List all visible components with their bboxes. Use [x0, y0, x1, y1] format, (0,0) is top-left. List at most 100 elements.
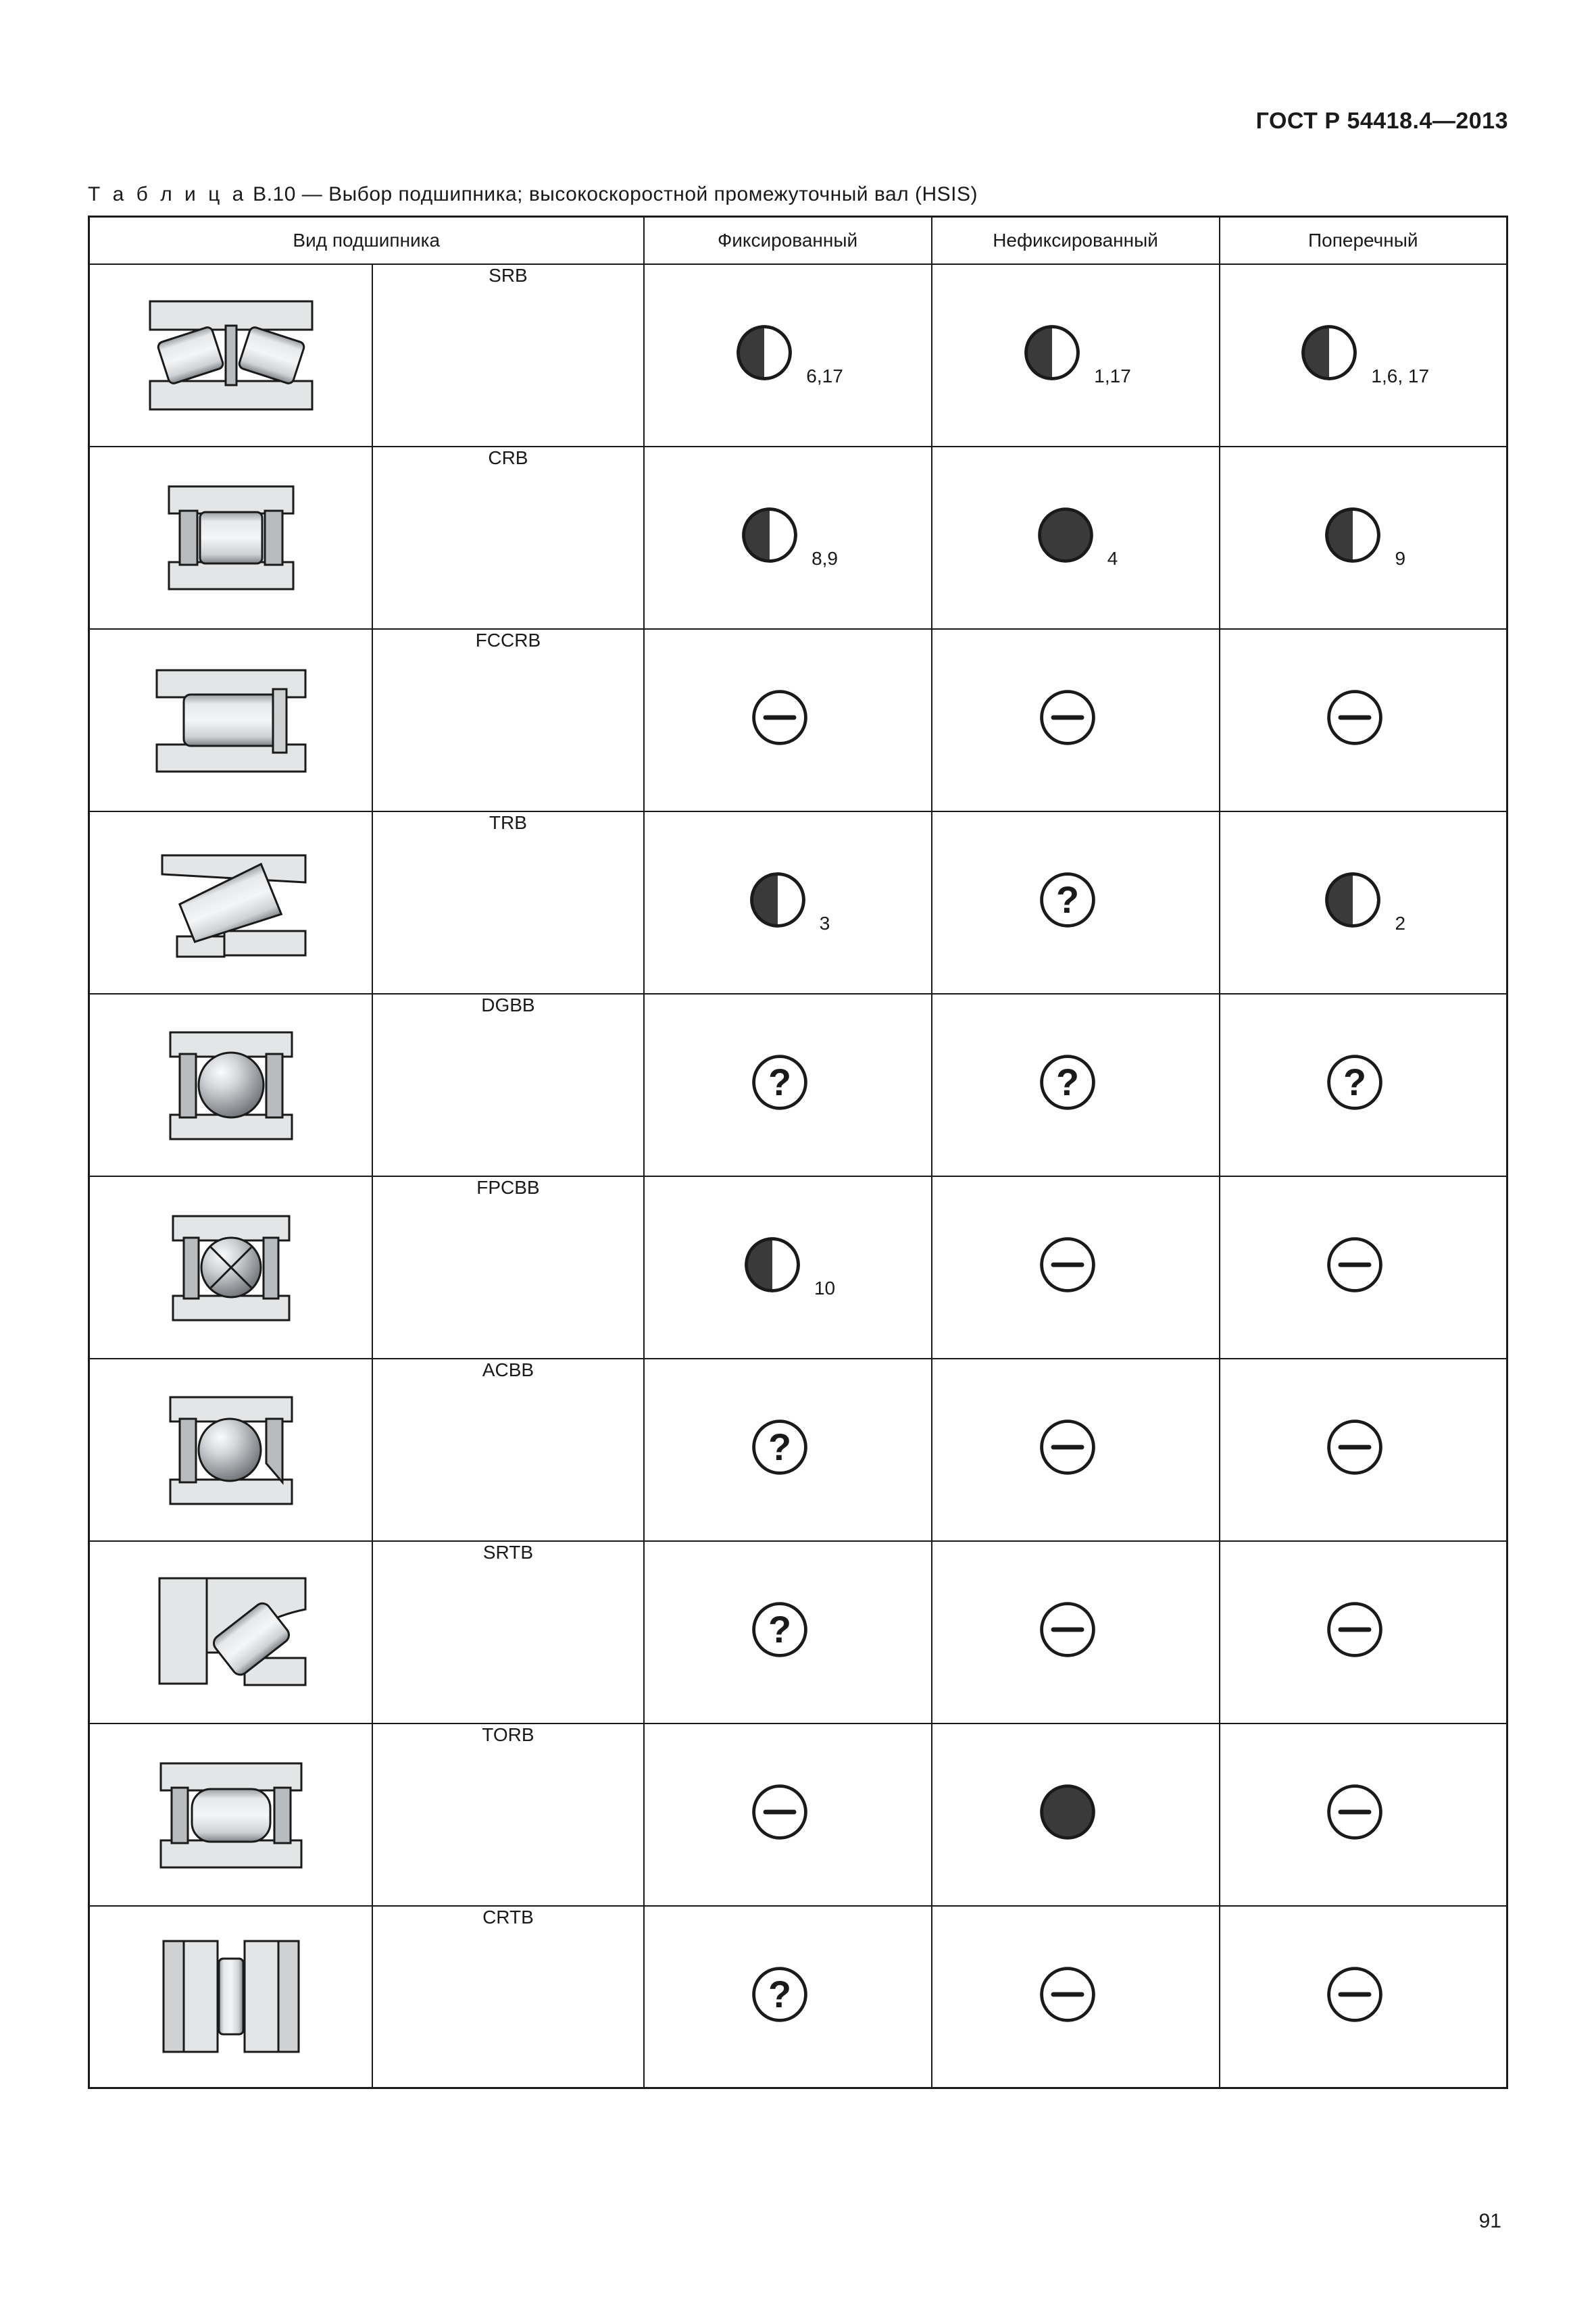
rating-note — [1397, 1299, 1403, 1302]
bearing-image-cell — [89, 1359, 373, 1541]
table-row: SRTB ? — [89, 1541, 1507, 1724]
rating-note — [1109, 1117, 1116, 1120]
rating-dash-icon — [1322, 685, 1387, 755]
rating-cell: 1,6, 17 — [1220, 264, 1507, 447]
rating-note — [822, 2029, 828, 2032]
bearing-diagram-icon — [90, 1565, 372, 1700]
rating-cell: 10 — [644, 1176, 932, 1359]
rating-half-icon — [1297, 320, 1362, 390]
rating-half-icon — [745, 867, 810, 937]
rating-half-icon — [737, 503, 802, 572]
rating-note: 6,17 — [806, 366, 843, 390]
bearing-image-cell — [89, 1541, 373, 1724]
rating-cell — [932, 1541, 1220, 1724]
rating-dash-icon — [1322, 1962, 1387, 2032]
rating-cell: ? — [644, 1906, 932, 2088]
rating-note — [1109, 2029, 1116, 2032]
rating-cell: 8,9 — [644, 447, 932, 629]
rating-question-icon: ? — [747, 1050, 812, 1120]
rating-dash-icon — [1035, 1232, 1100, 1302]
table-caption-word: Т а б л и ц а — [88, 183, 247, 205]
rating-cell — [932, 1176, 1220, 1359]
bearing-diagram-icon — [90, 835, 372, 970]
bearing-code: FPCBB — [372, 1176, 643, 1359]
rating-cell: 4 — [932, 447, 1220, 629]
rating-note: 1,6, 17 — [1371, 366, 1429, 390]
rating-cell — [932, 629, 1220, 811]
rating-question-icon: ? — [747, 1962, 812, 2032]
bearing-code: ACBB — [372, 1359, 643, 1541]
rating-half-icon — [1020, 320, 1084, 390]
svg-text:?: ? — [1343, 1061, 1366, 1103]
bearing-image-cell — [89, 629, 373, 811]
rating-note — [1397, 1117, 1403, 1120]
rating-note — [1109, 1299, 1116, 1302]
rating-dash-icon — [1322, 1232, 1387, 1302]
bearing-diagram-icon — [90, 1382, 372, 1517]
rating-cell: ? — [1220, 994, 1507, 1176]
rating-note — [1397, 2029, 1403, 2032]
bearing-image-cell — [89, 811, 373, 994]
rating-cell — [1220, 629, 1507, 811]
rating-dash-icon — [1035, 1597, 1100, 1667]
rating-cell — [1220, 1176, 1507, 1359]
bearing-code: DGBB — [372, 994, 643, 1176]
table-header-row: Вид подшипника Фиксированный Нефиксирова… — [89, 217, 1507, 264]
rating-note: 2 — [1395, 913, 1405, 937]
rating-cell — [932, 1906, 1220, 2088]
rating-note: 9 — [1395, 548, 1405, 572]
rating-note — [1109, 1664, 1116, 1667]
rating-question-icon: ? — [747, 1597, 812, 1667]
table-row: FCCRB — [89, 629, 1507, 811]
header-bearing-type: Вид подшипника — [89, 217, 644, 264]
table-row: CRTB ? — [89, 1906, 1507, 2088]
bearing-image-cell — [89, 447, 373, 629]
rating-cell: 6,17 — [644, 264, 932, 447]
rating-cell — [644, 629, 932, 811]
rating-dash-icon — [1322, 1780, 1387, 1849]
bearing-selection-table: Вид подшипника Фиксированный Нефиксирова… — [88, 216, 1508, 2089]
bearing-code: CRB — [372, 447, 643, 629]
rating-cell — [932, 1724, 1220, 1906]
bearing-image-cell — [89, 1176, 373, 1359]
header-fixed: Фиксированный — [644, 217, 932, 264]
bearing-diagram-icon — [90, 1200, 372, 1335]
rating-question-icon: ? — [1035, 867, 1100, 937]
rating-dash-icon — [1035, 685, 1100, 755]
rating-note — [1397, 1482, 1403, 1484]
rating-cell — [1220, 1906, 1507, 2088]
rating-dash-icon — [1035, 1415, 1100, 1484]
rating-note — [1397, 1846, 1403, 1849]
rating-dash-icon — [1322, 1597, 1387, 1667]
bearing-diagram-icon — [90, 1929, 372, 2064]
header-transverse: Поперечный — [1220, 217, 1507, 264]
table-caption-rest: В.10 — Выбор подшипника; высокоскоростно… — [247, 183, 978, 205]
rating-note: 8,9 — [812, 548, 838, 572]
table-row: ACBB ? — [89, 1359, 1507, 1541]
svg-text:?: ? — [768, 1609, 791, 1651]
rating-cell: 1,17 — [932, 264, 1220, 447]
bearing-diagram-icon — [90, 288, 372, 423]
bearing-image-cell — [89, 994, 373, 1176]
table-row: CRB 8,9 4 9 — [89, 447, 1507, 629]
rating-cell: ? — [932, 811, 1220, 994]
rating-question-icon: ? — [1322, 1050, 1387, 1120]
rating-note — [822, 1482, 828, 1484]
rating-half-icon — [1320, 867, 1385, 937]
rating-question-icon: ? — [1035, 1050, 1100, 1120]
rating-note — [822, 1117, 828, 1120]
rating-note — [1397, 752, 1403, 755]
rating-cell: ? — [644, 1541, 932, 1724]
rating-cell: ? — [932, 994, 1220, 1176]
rating-full-icon — [1035, 1780, 1100, 1849]
rating-note — [1397, 1664, 1403, 1667]
rating-cell — [932, 1359, 1220, 1541]
rating-note: 3 — [820, 913, 830, 937]
rating-note — [1109, 1482, 1116, 1484]
table-caption: Т а б л и ц а В.10 — Выбор подшипника; в… — [88, 183, 1508, 206]
rating-cell: 9 — [1220, 447, 1507, 629]
rating-cell — [644, 1724, 932, 1906]
rating-dash-icon — [747, 685, 812, 755]
bearing-diagram-icon — [90, 1017, 372, 1153]
rating-note — [1109, 1846, 1116, 1849]
